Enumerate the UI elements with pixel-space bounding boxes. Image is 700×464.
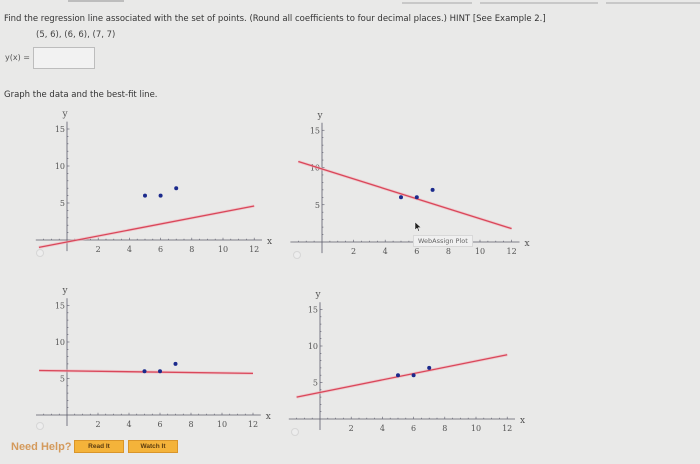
need-help-label: Need Help? <box>11 441 72 453</box>
x-tick-label: 2 <box>351 247 356 256</box>
y-tick-label: 5 <box>313 379 318 388</box>
data-point <box>427 365 432 370</box>
data-point <box>414 195 419 200</box>
best-fit-line <box>39 369 254 375</box>
x-tick-label: 2 <box>95 420 100 429</box>
read-it-button[interactable]: Read It <box>74 440 124 453</box>
x-tick-label: 12 <box>248 420 258 429</box>
mouse-cursor-icon <box>414 222 422 232</box>
x-tick-label: 8 <box>188 420 193 429</box>
plot-tooltip: WebAssign Plot <box>413 235 473 247</box>
radio-option-b[interactable] <box>293 251 301 259</box>
data-point <box>173 361 178 366</box>
x-tick-label: 6 <box>157 420 162 429</box>
x-tick-label: 8 <box>189 245 194 254</box>
y-tick-label: 5 <box>315 201 320 210</box>
data-point <box>158 193 163 198</box>
data-point <box>174 186 179 191</box>
data-point <box>399 195 403 200</box>
x-tick-label: 4 <box>383 247 388 256</box>
x-tick-label: 12 <box>507 247 517 256</box>
x-tick-label: 10 <box>475 247 485 256</box>
y-tick-label: 15 <box>308 306 318 315</box>
divider <box>480 2 598 4</box>
x-tick-label: 4 <box>380 424 385 433</box>
radio-option-c[interactable] <box>36 422 44 430</box>
x-tick-label: 12 <box>249 245 259 254</box>
divider <box>606 2 700 4</box>
x-tick-label: 8 <box>446 247 451 256</box>
x-axis-label: x <box>525 239 530 249</box>
data-point <box>396 373 400 378</box>
points-list: (5, 6), (6, 6), (7, 7) <box>36 30 116 40</box>
x-tick-label: 6 <box>414 247 419 256</box>
x-tick-label: 2 <box>349 424 354 433</box>
data-point <box>411 373 416 378</box>
best-fit-line <box>296 354 508 398</box>
radio-option-d[interactable] <box>291 428 299 436</box>
y-tick-label: 10 <box>55 162 65 171</box>
y-tick-label: 10 <box>55 338 65 347</box>
x-tick-label: 12 <box>502 424 512 433</box>
data-point <box>143 193 147 198</box>
x-tick-label: 2 <box>96 245 101 254</box>
y-tick-label: 10 <box>308 342 318 351</box>
data-point <box>430 187 435 192</box>
x-tick-label: 8 <box>442 424 447 433</box>
watch-it-button[interactable]: Watch It <box>128 440 178 453</box>
tab-indicator <box>68 0 124 2</box>
y-axis-label: y <box>314 290 321 300</box>
x-axis-label: x <box>266 412 271 422</box>
top-bar <box>0 0 700 8</box>
answer-input[interactable] <box>33 47 95 69</box>
x-axis-label: x <box>267 237 272 247</box>
x-tick-label: 4 <box>127 245 132 254</box>
question-text: Find the regression line associated with… <box>4 14 546 24</box>
x-axis-label: x <box>520 416 525 426</box>
radio-option-a[interactable] <box>36 249 44 257</box>
best-fit-line <box>298 160 512 230</box>
y-axis-label: y <box>316 111 323 121</box>
y-axis-label: y <box>61 286 68 296</box>
y-axis-label: y <box>61 110 68 120</box>
y-tick-label: 15 <box>310 126 320 135</box>
data-point <box>158 369 162 374</box>
x-tick-label: 6 <box>158 245 163 254</box>
divider <box>402 2 472 4</box>
graph-instruction: Graph the data and the best-fit line. <box>4 90 158 100</box>
best-fit-line <box>38 205 255 249</box>
y-tick-label: 15 <box>55 125 65 134</box>
x-tick-label: 10 <box>217 420 227 429</box>
y-tick-label: 10 <box>310 164 320 173</box>
x-tick-label: 10 <box>471 424 481 433</box>
x-tick-label: 10 <box>218 245 228 254</box>
y-tick-label: 5 <box>60 199 65 208</box>
y-tick-label: 15 <box>55 302 65 311</box>
data-point <box>142 369 147 374</box>
x-tick-label: 6 <box>411 424 416 433</box>
answer-label: y(x) = <box>5 53 30 62</box>
y-tick-label: 5 <box>60 375 65 384</box>
x-tick-label: 4 <box>126 420 131 429</box>
